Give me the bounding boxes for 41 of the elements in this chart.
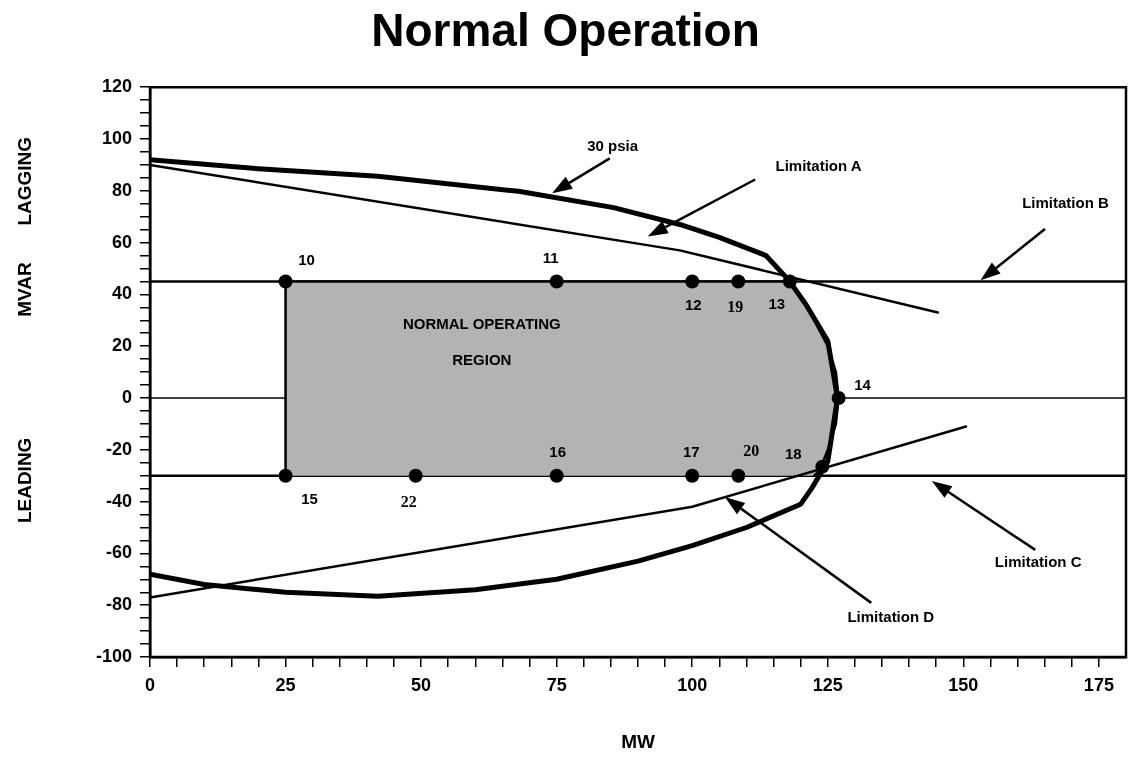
y-tick-label: 40 [111,283,132,304]
x-axis-title: MW [621,730,655,752]
annotation: 15 [301,489,318,507]
y-tick-label: 100 [101,127,132,148]
y-tick-label: 120 [101,76,132,97]
annotation: Limitation A [775,157,862,175]
x-tick-label: 125 [812,674,843,695]
x-tick-label: 25 [275,674,296,695]
x-tick-label: 150 [948,674,979,695]
annotation: Limitation D [847,607,935,625]
annotation: 19 [727,297,744,315]
chart-title: Normal Operation [371,4,760,57]
annotation: 22 [400,492,417,510]
y-tick-label: -60 [105,542,132,563]
y-tick-label: 0 [121,386,132,407]
annotation: Limitation C [994,553,1082,571]
annotation: 12 [684,295,702,313]
text: NORMAL OPERATING REGION [402,314,561,368]
y-tick-label: 60 [111,231,132,252]
annotation: 18 [785,444,802,462]
x-tick-label: 75 [546,674,567,695]
y-tick-label: -20 [105,438,132,459]
x-tick-label: 175 [1083,674,1114,695]
text: LAGGING MVAR LEADING [14,136,36,524]
x-tick-label: 0 [144,674,156,695]
annotation: Limitation B [1022,193,1109,211]
y-tick-label: 80 [111,179,132,200]
annotation: 11 [542,248,559,266]
x-tick-label: 100 [677,674,708,695]
y-tick-label: -100 [95,645,132,666]
annotation: 10 [298,250,315,268]
annotation: 30 psia [587,137,639,155]
annotation: 20 [743,441,760,459]
y-tick-label: 20 [111,335,132,356]
x-tick-label: 50 [411,674,432,695]
y-tick-label: -40 [105,490,132,511]
annotation: 13 [768,294,786,312]
y-tick-label: -80 [105,594,132,615]
annotation: 14 [854,376,872,394]
annotation: 17 [682,442,700,460]
annotation: 16 [549,442,567,460]
